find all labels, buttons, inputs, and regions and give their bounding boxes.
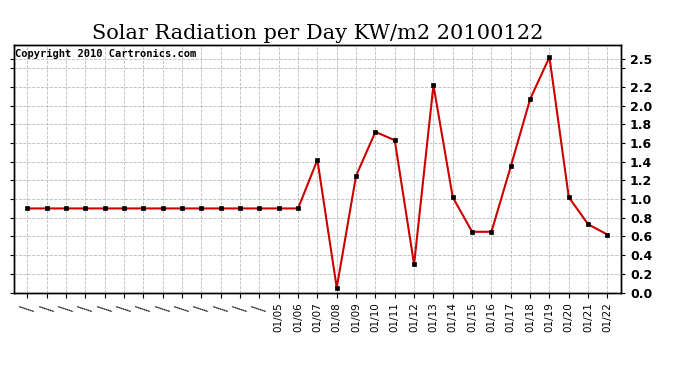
Title: Solar Radiation per Day KW/m2 20100122: Solar Radiation per Day KW/m2 20100122	[92, 24, 543, 44]
Text: Copyright 2010 Cartronics.com: Copyright 2010 Cartronics.com	[15, 49, 196, 59]
